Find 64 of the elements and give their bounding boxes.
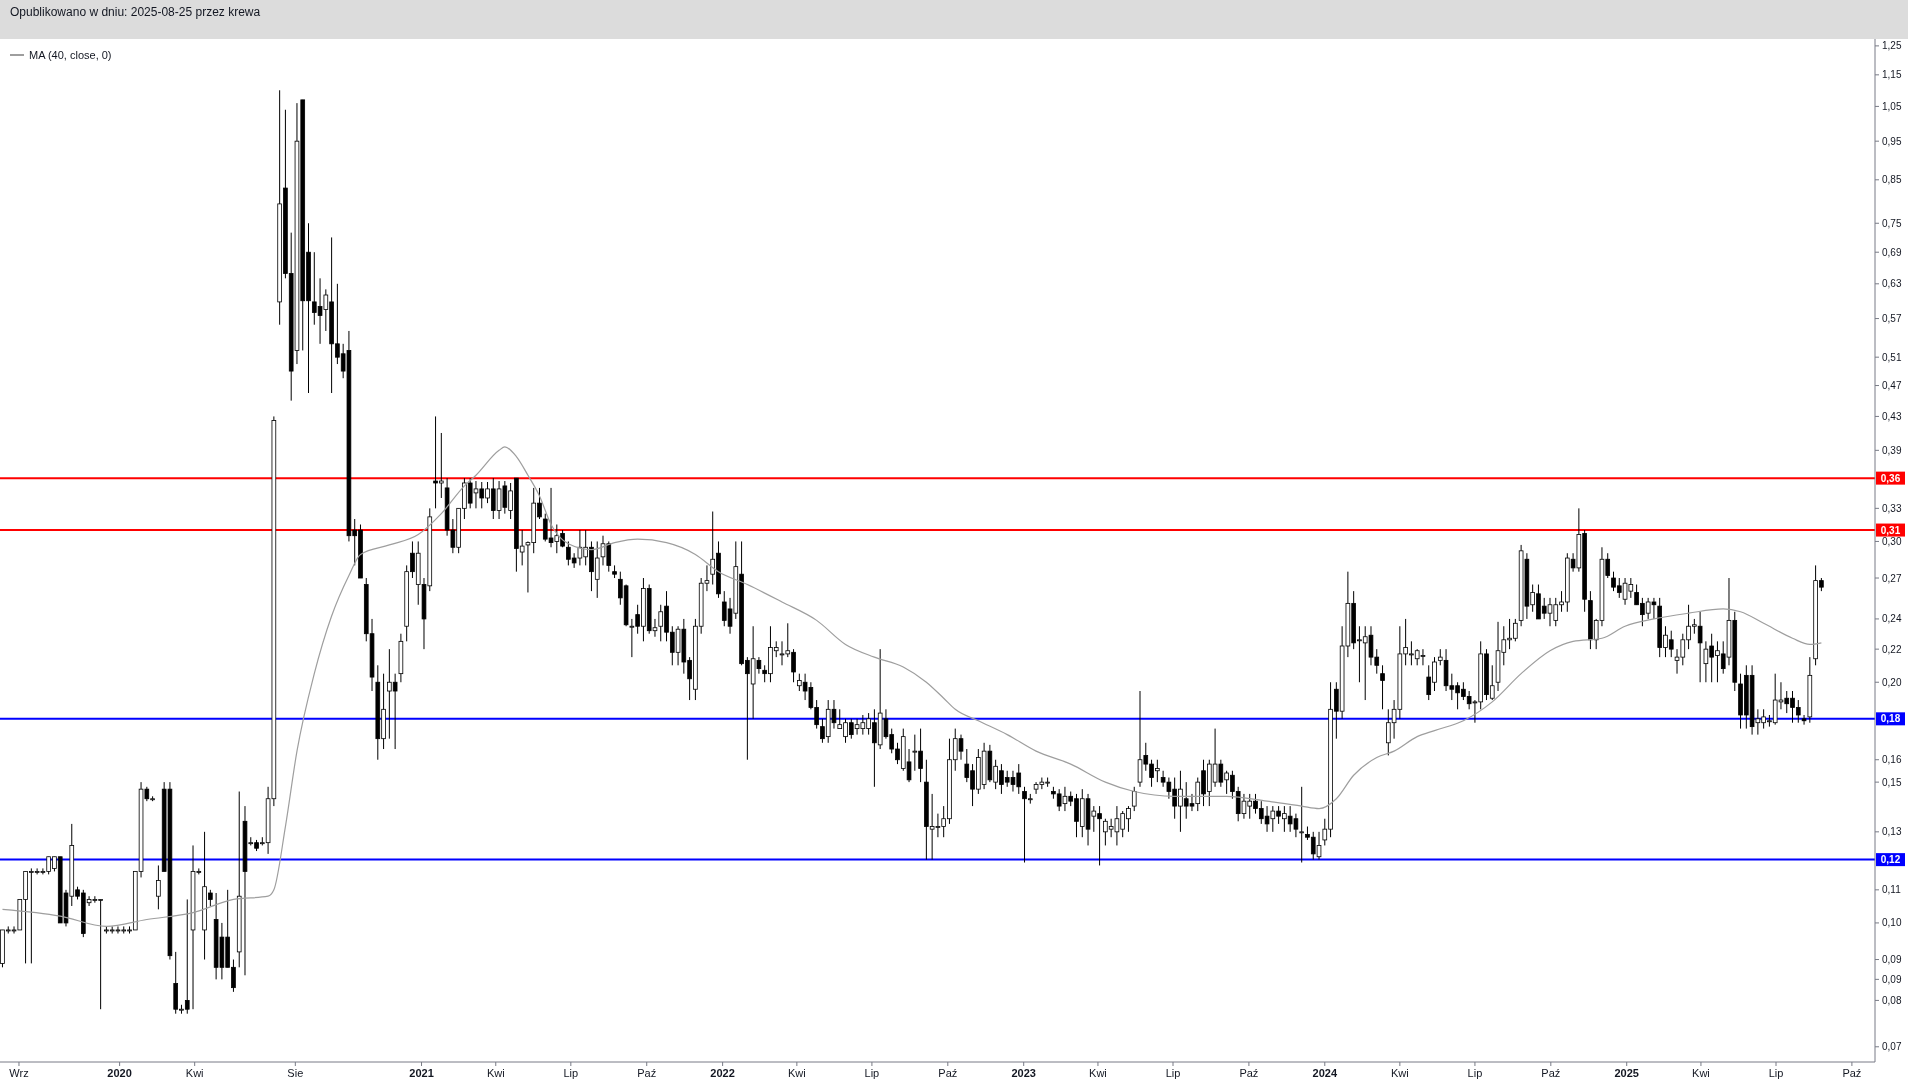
y-tick-label: 0,13 xyxy=(1882,826,1902,838)
x-tick-label: Paź xyxy=(1541,1067,1561,1079)
x-tick-label: Kwi xyxy=(1089,1067,1107,1079)
ref-line-label: 0,12 xyxy=(1880,854,1901,866)
x-tick-label: Kwi xyxy=(486,1067,505,1079)
x-tick-label: Paź xyxy=(1239,1067,1259,1079)
y-tick-label: 0,08 xyxy=(1882,994,1902,1006)
x-tick-label: Kwi xyxy=(185,1067,204,1079)
y-tick-label: 0,39 xyxy=(1882,444,1902,456)
y-tick-label: 0,20 xyxy=(1882,676,1902,688)
x-tick-label: Lip xyxy=(864,1067,880,1079)
y-tick-label: 0,75 xyxy=(1882,217,1902,229)
x-tick-label: 2022 xyxy=(710,1067,735,1079)
candlestick xyxy=(1131,786,1137,812)
y-tick-label: 0,69 xyxy=(1882,246,1902,258)
x-tick-label: Kwi xyxy=(1692,1067,1710,1079)
legend-label: MA (40, close, 0) xyxy=(29,49,112,61)
y-tick-label: 0,09 xyxy=(1882,954,1902,966)
x-tick-label: Kwi xyxy=(1390,1067,1409,1079)
y-tick-label: 0,24 xyxy=(1882,613,1902,625)
candlestick xyxy=(1801,714,1807,726)
x-tick-label: 2025 xyxy=(1614,1067,1639,1079)
ref-line-label: 0,31 xyxy=(1880,524,1901,536)
y-tick-label: 0,63 xyxy=(1882,278,1902,290)
y-tick-label: 0,11 xyxy=(1882,884,1902,896)
chart-title: Opublikowano w dniu: 2025-08-25 przez krewa xyxy=(10,5,261,19)
y-tick-label: 1,05 xyxy=(1882,100,1902,112)
candlestick xyxy=(1299,786,1304,864)
y-tick-label: 0,95 xyxy=(1882,135,1902,147)
y-tick-label: 0,10 xyxy=(1882,917,1902,929)
x-tick-label: 2020 xyxy=(107,1067,132,1079)
y-tick-label: 0,27 xyxy=(1882,572,1902,584)
y-tick-label: 1,25 xyxy=(1882,40,1902,52)
x-tick-label: Wrz xyxy=(9,1067,29,1079)
x-tick-label: 2024 xyxy=(1312,1067,1338,1079)
y-tick-label: 0,57 xyxy=(1882,313,1902,325)
x-tick-label: Lip xyxy=(1165,1067,1181,1079)
y-tick-label: 0,07 xyxy=(1882,1041,1902,1053)
x-tick-label: 2021 xyxy=(409,1067,434,1079)
line-series xyxy=(1,446,1822,928)
x-tick-label: Paź xyxy=(938,1067,958,1079)
x-tick-label: Paź xyxy=(637,1067,657,1079)
candlestick xyxy=(1380,664,1385,710)
y-tick-label: 0,47 xyxy=(1882,380,1902,392)
x-tick-label: Paź xyxy=(1842,1067,1862,1079)
y-tick-label: 1,15 xyxy=(1882,69,1902,81)
y-tick-label: 0,16 xyxy=(1882,754,1902,766)
x-tick-label: 2023 xyxy=(1011,1067,1036,1079)
ref-line-label: 0,18 xyxy=(1880,713,1901,725)
x-tick-label: Sie xyxy=(287,1067,304,1079)
x-tick-label: Lip xyxy=(1768,1067,1784,1079)
y-tick-label: 0,15 xyxy=(1882,776,1902,788)
ref-line-label: 0,36 xyxy=(1880,472,1901,484)
x-tick-label: Kwi xyxy=(787,1067,806,1079)
candlestick xyxy=(156,864,161,910)
y-tick-label: 0,09 xyxy=(1882,973,1902,985)
y-tick-label: 0,33 xyxy=(1882,502,1902,514)
x-tick-label: Lip xyxy=(563,1067,579,1079)
y-tick-label: 0,43 xyxy=(1882,410,1902,422)
y-tick-label: 0,85 xyxy=(1882,174,1902,186)
y-tick-label: 0,30 xyxy=(1882,535,1902,547)
y-tick-label: 0,51 xyxy=(1882,351,1902,363)
y-tick-label: 0,22 xyxy=(1882,643,1902,655)
x-tick-label: Lip xyxy=(1467,1067,1483,1079)
